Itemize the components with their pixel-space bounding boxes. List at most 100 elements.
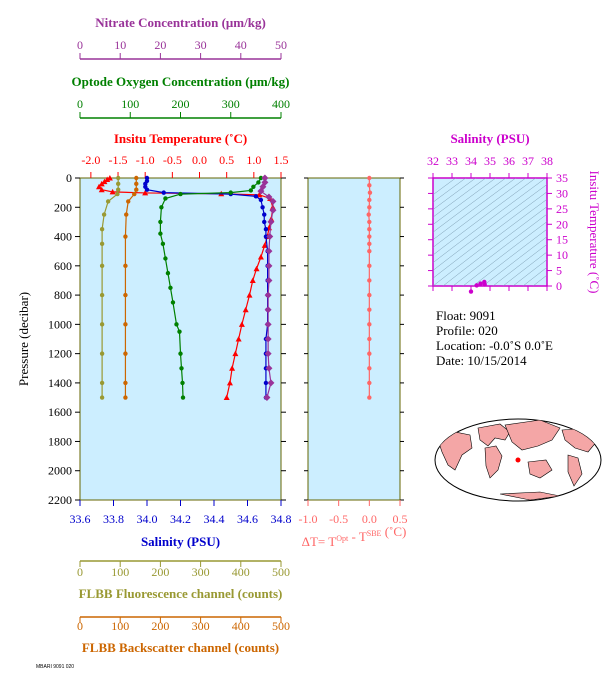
ts-x-tick-label: 36: [503, 154, 515, 168]
oxygen-point: [158, 219, 163, 225]
delta-t-tick-label: -1.0: [299, 512, 318, 526]
oxygen-point: [158, 231, 163, 236]
temperature-point: [96, 183, 103, 190]
world-map-landmass: [567, 454, 583, 487]
temperature-point: [101, 178, 108, 185]
delta_t-point: [367, 307, 372, 312]
oxygen-tick-label: 100: [121, 97, 139, 111]
oxygen-point: [180, 380, 185, 386]
nitrate-point: [266, 233, 274, 241]
world-map-landmass: [527, 459, 553, 479]
fluorescence-point: [99, 241, 105, 247]
delta-t-title-part: ΔT= T: [302, 534, 337, 549]
oxygen-point: [168, 285, 173, 290]
float-id-label: Float: 9091: [436, 308, 496, 323]
oxygen-point: [178, 191, 183, 197]
nitrate-point: [265, 247, 273, 255]
temperature-tick-label: 0.0: [192, 153, 207, 167]
fluorescence-tick-label: 100: [111, 565, 129, 579]
ts-density-contour: [433, 178, 517, 241]
backscatter-point: [123, 234, 128, 239]
temperature-point: [246, 292, 253, 298]
fluorescence-tick-label: 400: [232, 565, 250, 579]
backscatter-point: [123, 322, 128, 327]
nitrate-point: [267, 218, 275, 226]
delta-t-axis-title: ΔT= TOpt - TSBE (˚C): [302, 524, 407, 549]
salinity-tick-label: 34.4: [204, 512, 225, 526]
oxygen-point: [170, 300, 176, 305]
temperature-point: [242, 306, 249, 313]
oxygen-point: [258, 175, 264, 181]
oxygen-point: [179, 366, 184, 371]
delta-t-tick-label: -0.5: [329, 512, 348, 526]
nitrate-tick-label: 40: [235, 38, 247, 52]
salinity-tick-label: 33.8: [103, 512, 124, 526]
oxygen-point: [163, 256, 168, 261]
pressure-tick-label: 1800: [48, 434, 72, 448]
nitrate-tick-label: 50: [275, 38, 287, 52]
fluorescence-tick-label: 0: [77, 565, 83, 579]
ts-y-tick-label: 10: [556, 248, 568, 262]
oxygen-point: [165, 270, 171, 276]
backscatter-tick-label: 300: [192, 619, 210, 633]
ts-density-contour: [482, 236, 547, 286]
ts-density-contours: [433, 178, 547, 286]
pressure-tick-label: 1200: [48, 347, 72, 361]
ts-density-contour: [492, 243, 547, 286]
backscatter-axis-title: FLBB Backscatter channel (counts): [82, 640, 279, 655]
world-map-landmass: [504, 419, 561, 451]
world-map-landmass: [477, 423, 511, 447]
pressure-tick-label: 2200: [48, 493, 72, 507]
ts-density-contour: [433, 178, 507, 233]
temperature-tick-label: 1.5: [274, 153, 289, 167]
backscatter-point: [134, 175, 139, 181]
delta_t-point: [367, 190, 373, 195]
float-info-panel: Float: 9091 Profile: 020 Location: -0.0˚…: [436, 308, 553, 368]
backscatter-point: [134, 181, 139, 187]
ts-density-contour: [522, 266, 547, 286]
ts-point: [478, 281, 483, 286]
salinity-point: [263, 227, 269, 232]
ts-density-contour: [472, 228, 547, 286]
ts-point: [474, 283, 479, 288]
world-map-landmass: [484, 445, 503, 479]
nitrate-point: [263, 394, 271, 402]
nitrate-tick-label: 10: [114, 38, 126, 52]
ts-x-tick-label: 32: [427, 154, 439, 168]
nitrate-axis-title: Nitrate Concentration (μm/kg): [95, 15, 266, 30]
temperature-axis-title: Insitu Temperature (˚C): [114, 131, 247, 146]
ts-y-tick-label: 35: [556, 171, 568, 185]
nitrate-point: [265, 364, 273, 372]
fluorescence-tick-label: 300: [192, 565, 210, 579]
fluorescence-point: [99, 263, 105, 269]
pressure-tick-label: 2000: [48, 464, 72, 478]
backscatter-tick-label: 500: [272, 619, 290, 633]
oxygen-point: [159, 205, 164, 210]
delta_t-point: [367, 175, 372, 181]
delta_t-point: [367, 183, 372, 188]
fluorescence-point: [99, 322, 105, 327]
nitrate-point: [267, 379, 275, 387]
oxygen-point: [228, 190, 233, 195]
pressure-tick-label: 1000: [48, 317, 72, 331]
delta_t-point: [366, 212, 371, 217]
oxygen-point: [160, 241, 166, 247]
ts-density-contour: [433, 178, 527, 248]
fluorescence-point: [99, 395, 105, 400]
nitrate-point: [261, 174, 269, 182]
backscatter-tick-label: 200: [151, 619, 169, 633]
world-map-land: [437, 419, 599, 501]
salinity-point: [258, 197, 264, 203]
nitrate-tick-label: 0: [77, 38, 83, 52]
backscatter-point: [123, 351, 128, 356]
delta-t-title-part: - T: [348, 529, 367, 544]
pressure-tick-label: 800: [54, 288, 72, 302]
oxygen-point: [178, 351, 183, 356]
salinity-point: [262, 212, 267, 217]
nitrate-point: [264, 335, 272, 343]
oxygen-axis-title: Optode Oxygen Concentration (μm/kg): [72, 74, 290, 89]
delta_t-point: [367, 234, 372, 239]
temperature-tick-label: 1.0: [246, 153, 261, 167]
ts-x-tick-label: 35: [484, 154, 496, 168]
delta_t-point: [367, 351, 372, 356]
